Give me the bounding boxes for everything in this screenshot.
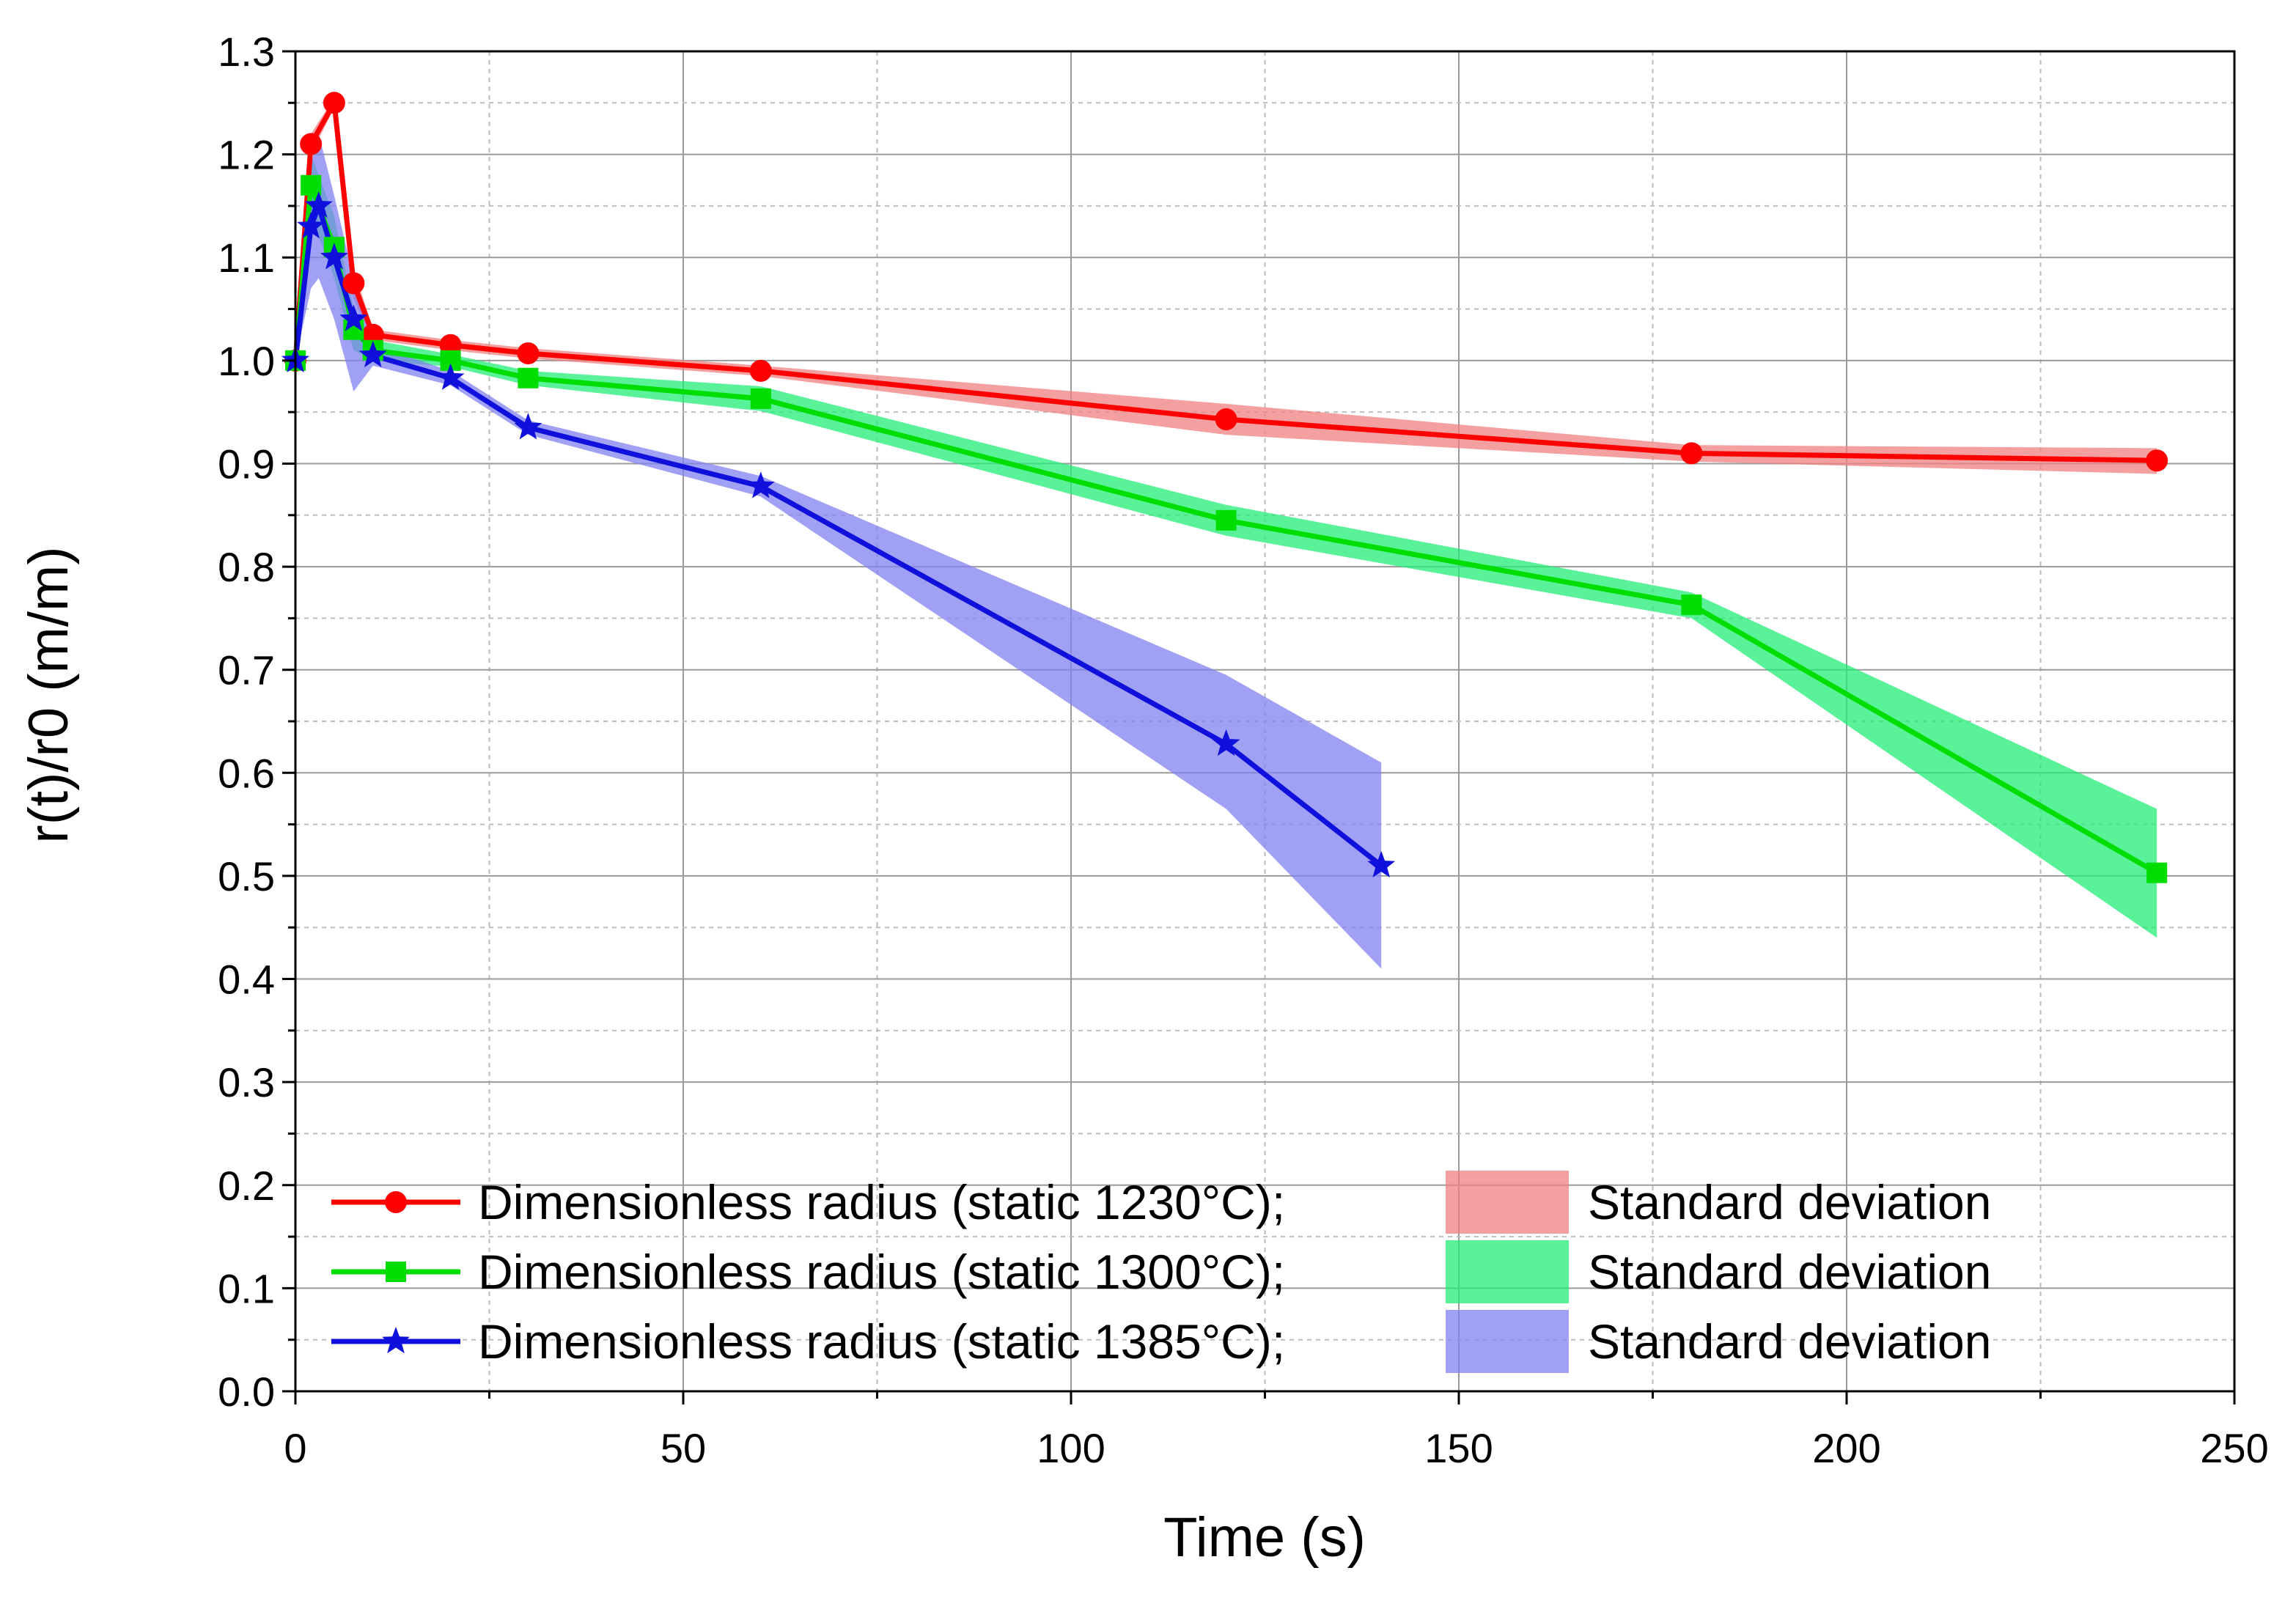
y-tick-label: 0.3 [218, 1059, 275, 1105]
axes: 0 50 100 150 200 250 0.0 0.1 0.2 0.3 0.4 0.5 0.6 0.7 0… [218, 29, 2269, 1471]
legend-band-swatch-0 [1446, 1171, 1569, 1234]
x-tick-label: 250 [2200, 1425, 2268, 1471]
y-axis-title: r(t)/r0 (m/m) [18, 546, 80, 843]
x-tick-label: 200 [1812, 1425, 1880, 1471]
data-point-1-8 [1215, 509, 1237, 531]
data-point-0-8 [1215, 408, 1237, 430]
x-axis-title: Time (s) [1163, 1506, 1366, 1569]
data-point-2-4 [339, 304, 368, 331]
y-tick-label: 0.1 [218, 1265, 275, 1311]
legend-series-label-1: Dimensionless radius (static 1300°C); [478, 1245, 1285, 1299]
data-point-0-2 [323, 92, 345, 114]
data-point-1-1 [301, 174, 322, 196]
y-tick-label: 0.9 [218, 441, 275, 487]
data-point-2-8 [746, 471, 775, 498]
y-tick-label: 0.2 [218, 1163, 275, 1209]
y-tick-label: 0.4 [218, 957, 275, 1003]
data-point-0-7 [749, 359, 772, 382]
legend-band-label-1: Standard deviation [1588, 1245, 1991, 1299]
data-point-2-1 [297, 212, 325, 239]
std-dev-bands [295, 97, 2157, 969]
data-point-2-10 [1367, 850, 1396, 877]
data-point-0-9 [1680, 442, 1703, 465]
legend-marker-0 [385, 1191, 407, 1213]
legend-band-label-2: Standard deviation [1588, 1314, 1991, 1369]
legend-series-label-2: Dimensionless radius (static 1385°C); [478, 1314, 1285, 1369]
y-tick-label: 1.2 [218, 132, 275, 178]
data-point-2-9 [1212, 729, 1240, 756]
y-tick-label: 0.6 [218, 750, 275, 796]
legend-band-label-0: Standard deviation [1588, 1175, 1991, 1229]
y-tick-label: 0.0 [218, 1369, 275, 1415]
legend-marker-2 [382, 1327, 410, 1354]
std-dev-band-2 [295, 133, 1382, 969]
x-tick-label: 100 [1037, 1425, 1105, 1471]
data-point-2-3 [320, 243, 348, 270]
y-tick-label: 0.8 [218, 544, 275, 590]
std-dev-band-1 [295, 154, 2157, 938]
data-point-2-7 [514, 413, 542, 440]
data-point-0-6 [517, 342, 540, 365]
data-point-1-9 [1681, 594, 1702, 616]
y-tick-label: 1.0 [218, 338, 275, 384]
y-tick-label: 1.1 [218, 235, 275, 281]
data-point-0-1 [300, 133, 323, 155]
legend-marker-1 [386, 1262, 406, 1282]
x-tick-label: 0 [284, 1425, 306, 1471]
data-point-0-3 [342, 272, 365, 295]
data-point-2-2 [304, 191, 333, 218]
data-point-1-6 [518, 367, 539, 389]
y-tick-label: 0.5 [218, 853, 275, 899]
data-point-1-7 [750, 388, 771, 409]
data-point-0-10 [2146, 449, 2168, 472]
y-tick-label: 0.7 [218, 647, 275, 693]
x-tick-label: 50 [661, 1425, 706, 1471]
legend-band-swatch-2 [1446, 1310, 1569, 1373]
legend-series-label-0: Dimensionless radius (static 1230°C); [478, 1175, 1285, 1229]
y-tick-label: 1.3 [218, 29, 275, 75]
data-point-2-6 [436, 363, 465, 390]
legend: Dimensionless radius (static 1230°C); Sta… [331, 1171, 1991, 1373]
legend-band-swatch-1 [1446, 1240, 1569, 1303]
grid [295, 51, 2234, 1391]
data-point-2-5 [358, 340, 387, 367]
data-point-1-10 [2146, 862, 2168, 883]
x-tick-label: 150 [1424, 1425, 1493, 1471]
